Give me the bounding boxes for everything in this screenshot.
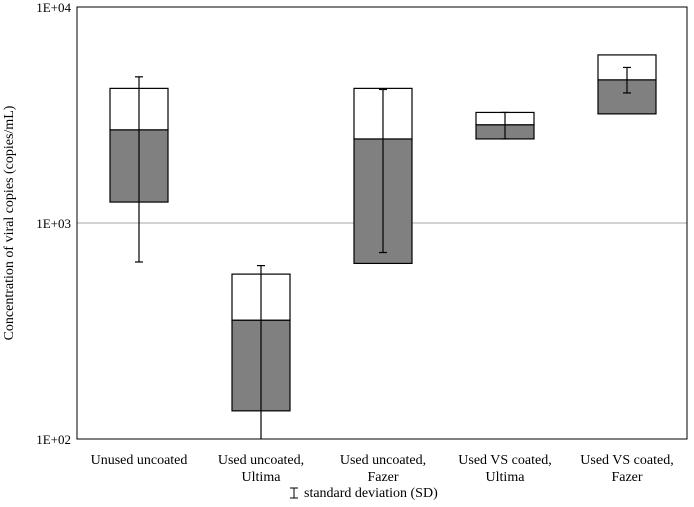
x-category-labels: Unused uncoated Used uncoated, Ultima Used … (91, 453, 674, 485)
category-label: Used uncoated, (340, 453, 426, 468)
category-label: Unused uncoated (91, 453, 188, 468)
category-label-line2: Fazer (611, 470, 642, 485)
y-tick-labels: 1E+04 1E+03 1E+02 (36, 0, 71, 447)
y-tick-label: 1E+04 (36, 0, 71, 15)
legend-label: standard deviation (SD) (304, 486, 438, 501)
y-axis-title: Concentration of viral copies (copies/mL… (2, 105, 17, 340)
y-tick-label: 1E+03 (36, 216, 71, 231)
category-label: Used VS coated, (580, 453, 673, 468)
category-label: Used uncoated, (218, 453, 304, 468)
legend: standard deviation (SD) (290, 486, 438, 501)
boxes (109, 54, 657, 439)
plot-area-frame (76, 6, 688, 440)
category-label: Used VS coated, (458, 453, 551, 468)
category-label-line2: Fazer (367, 470, 398, 485)
category-label-line2: Ultima (486, 470, 526, 485)
category-label-line2: Ultima (242, 470, 282, 485)
y-tick-label: 1E+02 (36, 432, 71, 447)
